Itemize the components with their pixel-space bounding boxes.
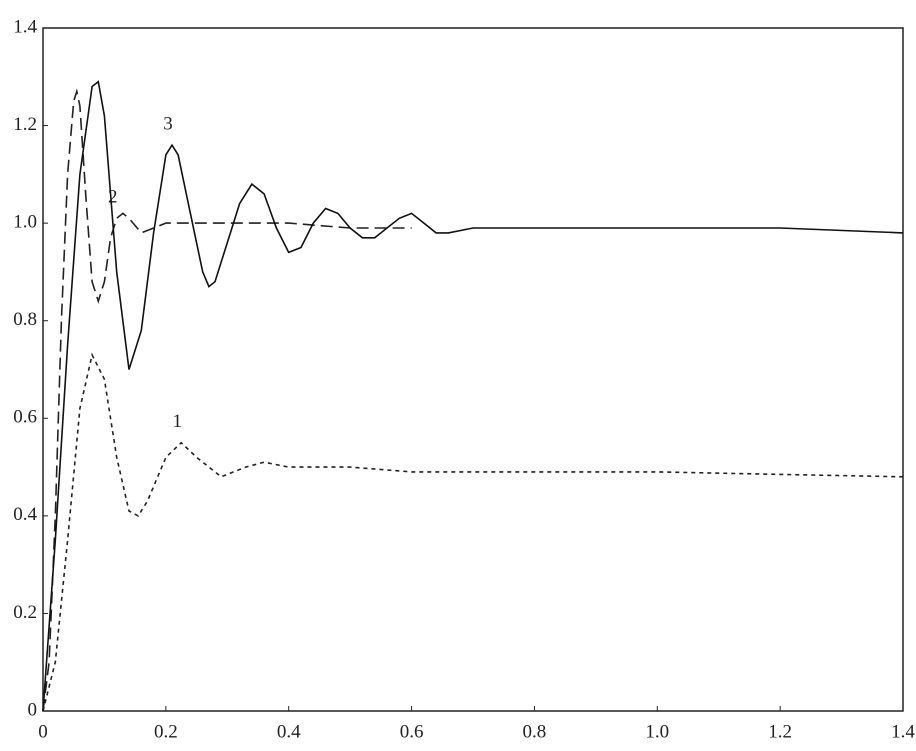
y-tick-label: 0.2 xyxy=(13,602,37,623)
y-tick-label: 1.0 xyxy=(13,212,37,233)
x-tick-label: 0.2 xyxy=(154,721,178,742)
series-line xyxy=(42,352,904,712)
y-tick-label: 1.4 xyxy=(13,16,37,37)
series-line xyxy=(42,80,904,712)
curve-label: 3 xyxy=(163,113,173,134)
series-line xyxy=(42,88,412,712)
plot-frame xyxy=(42,27,904,712)
y-tick-label: 0.4 xyxy=(13,504,37,525)
y-tick-label: 0 xyxy=(28,699,38,720)
x-tick-label: 1.2 xyxy=(768,721,792,742)
x-tick-label: 0.6 xyxy=(400,721,424,742)
x-tick-label: 0 xyxy=(38,721,48,742)
y-tick-label: 1.2 xyxy=(13,114,37,135)
x-tick-label: 1.4 xyxy=(891,721,915,742)
x-tick-label: 0.4 xyxy=(277,721,301,742)
curve-label: 2 xyxy=(108,187,118,208)
curve-label: 1 xyxy=(172,411,182,432)
y-tick-label: 0.8 xyxy=(13,309,37,330)
x-tick-label: 1.0 xyxy=(645,721,669,742)
y-tick-label: 0.6 xyxy=(13,407,37,428)
x-tick-label: 0.8 xyxy=(523,721,547,742)
